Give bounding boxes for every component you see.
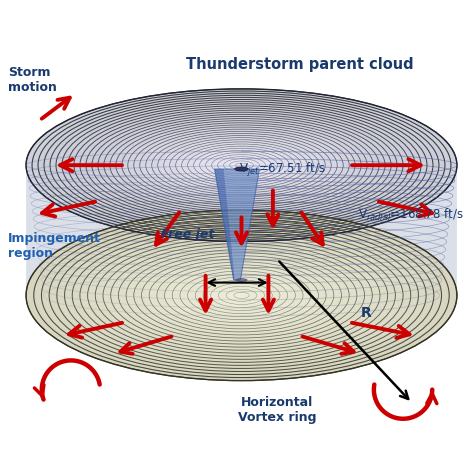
Ellipse shape <box>178 143 305 188</box>
Ellipse shape <box>195 149 288 182</box>
Ellipse shape <box>26 210 457 381</box>
Text: V$_{radial}$=168.78 ft/s: V$_{radial}$=168.78 ft/s <box>358 207 464 223</box>
Text: Horizontal
Vortex ring: Horizontal Vortex ring <box>238 396 317 424</box>
Ellipse shape <box>188 274 295 317</box>
Ellipse shape <box>58 223 425 368</box>
Text: Free jet: Free jet <box>161 228 215 241</box>
Ellipse shape <box>90 111 393 219</box>
Ellipse shape <box>37 93 446 237</box>
Ellipse shape <box>166 265 317 325</box>
Polygon shape <box>215 169 259 280</box>
Ellipse shape <box>123 248 360 342</box>
Ellipse shape <box>145 257 338 334</box>
Ellipse shape <box>26 89 457 241</box>
Ellipse shape <box>80 231 403 359</box>
Ellipse shape <box>231 161 252 169</box>
Text: R: R <box>360 306 371 320</box>
Ellipse shape <box>231 291 252 300</box>
Text: V$_{jet}$=67.51 ft/s: V$_{jet}$=67.51 ft/s <box>238 161 325 179</box>
Ellipse shape <box>107 118 375 213</box>
Ellipse shape <box>101 240 382 351</box>
Ellipse shape <box>125 124 358 207</box>
Ellipse shape <box>55 99 428 231</box>
Text: Thunderstorm parent cloud: Thunderstorm parent cloud <box>186 57 414 72</box>
Polygon shape <box>215 169 235 280</box>
Ellipse shape <box>209 283 274 308</box>
Ellipse shape <box>143 130 340 200</box>
Ellipse shape <box>72 105 411 225</box>
Polygon shape <box>26 165 457 381</box>
Ellipse shape <box>236 279 247 282</box>
Ellipse shape <box>160 137 323 194</box>
Ellipse shape <box>37 214 446 376</box>
Ellipse shape <box>213 155 270 175</box>
Text: Impingement
region: Impingement region <box>8 232 101 260</box>
Ellipse shape <box>235 167 248 171</box>
Text: Storm
motion: Storm motion <box>8 66 57 94</box>
